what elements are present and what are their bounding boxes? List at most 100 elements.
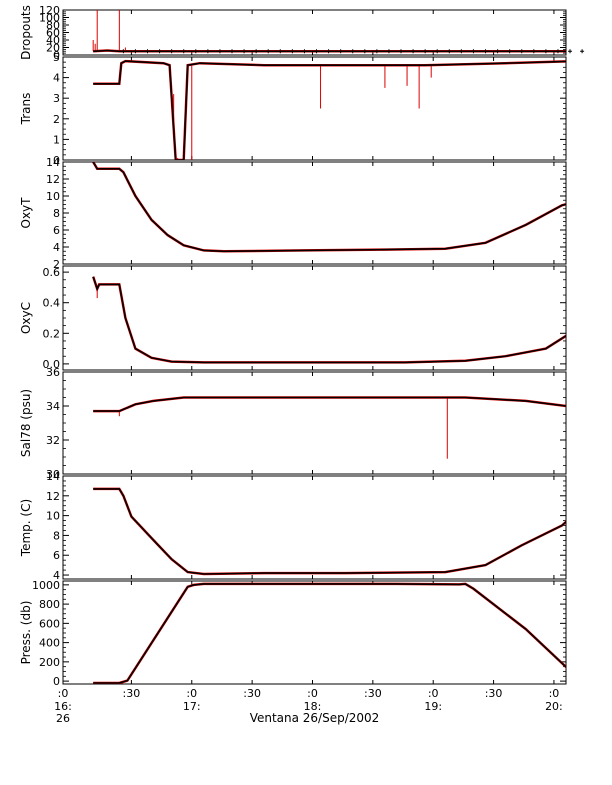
dropout-marker — [326, 49, 331, 54]
y-tick-label: 14 — [46, 156, 60, 169]
y-axis-title: OxyT — [19, 197, 33, 229]
dropout-marker — [471, 49, 476, 54]
dropout-marker — [193, 49, 198, 54]
dropout-marker — [362, 49, 367, 54]
y-tick-label: 100 — [39, 12, 60, 25]
x-tick-label: :30 — [364, 687, 382, 700]
dropout-marker — [543, 49, 548, 54]
y-tick-label: 200 — [39, 656, 60, 669]
y-tick-label: 30 — [46, 468, 60, 481]
y-tick-label: 400 — [39, 637, 60, 650]
dropout-marker — [145, 49, 150, 54]
x-tick-label: :30 — [485, 687, 503, 700]
dropout-marker — [411, 49, 416, 54]
panel-frame — [62, 161, 567, 265]
y-tick-label: 2 — [53, 113, 60, 126]
panel-frame — [62, 371, 567, 475]
dropout-marker — [519, 49, 524, 54]
y-axis-title: OxyC — [19, 302, 33, 334]
dropout-marker — [435, 49, 440, 54]
panel-oxyt: 2 4 6 8 10 12 14 OxyT — [19, 156, 567, 271]
x-tick-hour-label: 17: — [183, 700, 201, 713]
y-tick-label: 12 — [46, 490, 60, 503]
x-tick-hour-label: 19: — [424, 700, 442, 713]
processed-series-line — [92, 162, 566, 253]
x-tick-hour-label: 20: — [545, 700, 563, 713]
x-tick-label: :0 — [549, 687, 560, 700]
y-axis-title: Sal78 (psu) — [19, 389, 33, 457]
dropout-marker — [181, 49, 186, 54]
y-tick-label: 0.4 — [43, 297, 61, 310]
panel-frame — [62, 265, 567, 371]
y-tick-label: 10 — [46, 510, 60, 523]
dropout-marker — [314, 49, 319, 54]
dropout-marker — [205, 49, 210, 54]
processed-series-line — [93, 60, 566, 160]
y-tick-label: 4 — [53, 72, 60, 85]
y-tick-label: 600 — [39, 617, 60, 630]
y-tick-label: 4 — [53, 569, 60, 582]
y-axis-title: Trans — [19, 93, 33, 126]
x-axis-title: Ventana 26/Sep/2002 — [250, 711, 380, 725]
x-tick-label: :0 — [428, 687, 439, 700]
dropout-marker — [278, 49, 283, 54]
y-tick-label: 12 — [46, 173, 60, 186]
processed-series-line — [93, 488, 566, 575]
y-tick-label: 34 — [46, 400, 60, 413]
dropout-marker — [338, 49, 343, 54]
y-axis-title: Press. (db) — [19, 601, 33, 665]
panel-sal78: 30 32 34 36 Sal78 (psu) — [19, 366, 567, 481]
y-tick-label: 1000 — [32, 579, 60, 592]
dropout-marker — [242, 49, 247, 54]
y-tick-label: 0.6 — [43, 266, 61, 279]
y-tick-label: 0.0 — [43, 358, 61, 371]
dropout-marker — [121, 49, 126, 54]
panel-frame — [62, 9, 567, 56]
raw-series-line — [93, 582, 566, 684]
panel-frame — [62, 56, 567, 161]
dropout-marker — [459, 49, 464, 54]
dropout-marker — [254, 49, 259, 54]
dropout-marker — [157, 49, 162, 54]
processed-series-line — [93, 396, 566, 412]
y-tick-label: 20 — [46, 42, 60, 55]
y-tick-label: 8 — [53, 529, 60, 542]
processed-series-line — [93, 583, 566, 684]
dropout-marker — [350, 49, 355, 54]
panel-oxyc: 0.0 0.2 0.4 0.6 OxyC — [19, 265, 567, 371]
x-tick-label: :0 — [58, 687, 69, 700]
processed-series-line — [92, 276, 566, 364]
dropout-marker — [169, 49, 174, 54]
y-axis-title: Temp. (C) — [19, 499, 33, 557]
y-tick-label: 6 — [53, 224, 60, 237]
raw-series-line — [92, 276, 566, 364]
y-tick-label: 0.2 — [43, 327, 61, 340]
x-tick-hour-label: 16: — [54, 700, 72, 713]
processed-series-line — [93, 49, 566, 53]
dropout-marker — [290, 49, 295, 54]
panel-trans: 0 1 2 3 4 5 Trans — [19, 51, 567, 167]
raw-series-line — [93, 487, 566, 576]
x-tick-label: :0 — [186, 687, 197, 700]
x-tick-minute-label: 26 — [56, 712, 70, 725]
dropout-marker — [568, 49, 573, 54]
x-tick-label: :30 — [123, 687, 141, 700]
y-tick-label: 10 — [46, 190, 60, 203]
y-tick-label: 3 — [53, 92, 60, 105]
dropout-marker — [230, 49, 235, 54]
dropout-marker — [495, 49, 500, 54]
dropout-marker — [555, 49, 560, 54]
y-tick-label: 6 — [53, 549, 60, 562]
raw-series-line — [92, 162, 566, 253]
y-tick-label: 36 — [46, 366, 60, 379]
y-tick-label: 0 — [53, 675, 60, 688]
y-tick-label: 0 — [53, 154, 60, 167]
raw-series-line — [93, 59, 566, 160]
x-axis: :016:26:30:017::30:018::30:019::30:020:V… — [54, 687, 563, 725]
y-tick-label: 2 — [53, 258, 60, 271]
dropout-marker — [399, 49, 404, 54]
dropout-marker — [266, 49, 271, 54]
y-tick-label: 120 — [39, 4, 60, 17]
